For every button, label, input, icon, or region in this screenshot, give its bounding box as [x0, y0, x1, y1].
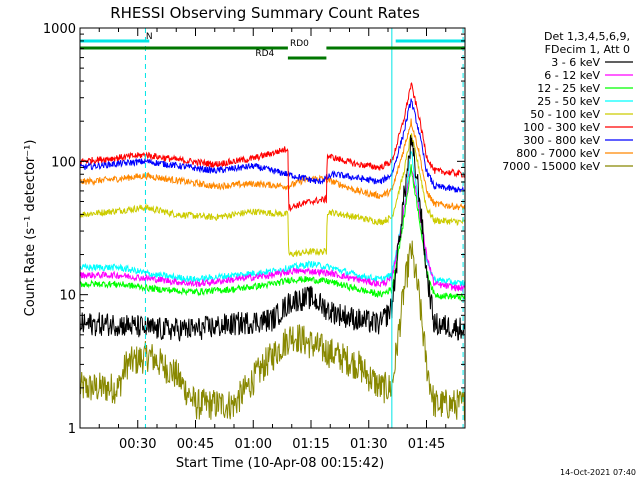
legend: Det 1,3,4,5,6,9,FDecim 1, Att 03 - 6 keV…: [502, 30, 633, 173]
series-line-8: [80, 240, 465, 421]
series-line-6: [80, 98, 465, 193]
x-axis: 00:30 00:45 01:00 01:15 01:30 01:45: [79, 28, 466, 452]
legend-label: 300 - 800 keV: [523, 134, 600, 147]
series-line-4: [80, 133, 465, 258]
footer-timestamp: 14-Oct-2021 07:40: [560, 468, 636, 477]
x-tick-label: 01:45: [408, 437, 445, 452]
series-line-0: [80, 135, 465, 342]
flag-bars: N RD0 RD4: [80, 32, 465, 60]
legend-header-line: Det 1,3,4,5,6,9,: [544, 30, 630, 43]
x-tick-label: 01:30: [350, 437, 387, 452]
legend-label: 100 - 300 keV: [523, 121, 600, 134]
x-tick-label: 01:00: [235, 437, 272, 452]
legend-label: 50 - 100 keV: [530, 108, 600, 121]
y-tick-label: 10: [59, 289, 76, 304]
legend-label: 6 - 12 keV: [544, 69, 600, 82]
plot-area: N RD0 RD4: [79, 28, 465, 428]
series-line-5: [80, 82, 465, 213]
flag-n-label: N: [146, 32, 153, 42]
series-line-7: [80, 118, 465, 211]
y-axis-label: Count Rate (s⁻¹ detector⁻¹): [23, 140, 38, 317]
x-tick-label: 01:15: [292, 437, 329, 452]
x-tick-label: 00:45: [177, 437, 214, 452]
legend-label: 800 - 7000 keV: [516, 147, 600, 160]
legend-label: 25 - 50 keV: [537, 95, 600, 108]
y-tick-label: 100: [51, 155, 76, 170]
x-axis-label: Start Time (10-Apr-08 00:15:42): [176, 456, 384, 471]
legend-label: 12 - 25 keV: [537, 82, 600, 95]
flag-rd0-label: RD0: [290, 39, 309, 49]
x-tick-label: 00:30: [119, 437, 156, 452]
y-tick-label: 1: [68, 422, 76, 437]
chart-title: RHESSI Observing Summary Count Rates: [110, 4, 420, 22]
y-axis: 1 10 100 1000: [43, 22, 465, 437]
legend-label: 7000 - 15000 keV: [502, 160, 600, 173]
series-layer: [80, 82, 465, 421]
flag-rd4-label: RD4: [255, 49, 274, 59]
legend-label: 3 - 6 keV: [551, 56, 600, 69]
legend-header-line: FDecim 1, Att 0: [545, 43, 630, 56]
y-tick-label: 1000: [43, 22, 76, 37]
